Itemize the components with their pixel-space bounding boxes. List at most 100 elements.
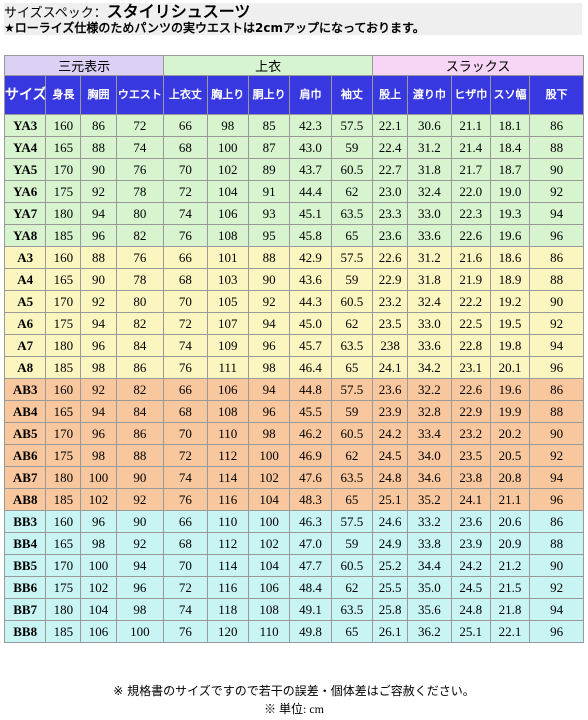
table-cell: 19.5	[489, 312, 531, 335]
table-cell: 49.1	[289, 598, 332, 621]
size-label-cell: YA7	[3, 202, 47, 225]
table-cell: 165	[45, 268, 82, 291]
table-cell: 100	[80, 554, 117, 577]
table-row: BB6 175 102 96 72 116 106 48.4 62 25.5 35.0 24.5 21.…	[3, 576, 584, 599]
table-cell: 88	[529, 400, 584, 423]
table-cell: 22.9	[372, 268, 409, 291]
size-label-cell: A7	[3, 334, 47, 357]
table-cell: 100	[206, 136, 249, 159]
table-cell: 23.6	[372, 224, 409, 247]
table-cell: 70	[163, 158, 208, 181]
table-cell: 57.5	[330, 510, 374, 533]
table-cell: 74	[163, 466, 208, 489]
table-row: AB7 180 100 90 74 114 102 47.6 63.5 24.8 34.6 23.8 2…	[3, 466, 584, 489]
table-cell: 91	[247, 180, 291, 203]
table-cell: 33.2	[407, 510, 452, 533]
table-cell: 106	[206, 202, 249, 225]
table-cell: 175	[45, 576, 82, 599]
table-cell: 25.1	[450, 620, 491, 643]
table-cell: 110	[206, 422, 249, 445]
table-cell: 88	[529, 268, 584, 291]
table-cell: 34.4	[407, 554, 452, 577]
chest-col-header: 胸囲	[80, 75, 117, 115]
table-cell: 24.1	[372, 356, 409, 379]
table-cell: 98	[80, 356, 117, 379]
table-cell: 92	[529, 312, 584, 335]
table-cell: 82	[115, 378, 165, 401]
table-cell: 43.6	[289, 268, 332, 291]
table-cell: 24.2	[450, 554, 491, 577]
table-cell: 92	[80, 290, 117, 313]
table-cell: 104	[206, 180, 249, 203]
table-cell: 22.1	[372, 114, 409, 137]
size-rows: YA3 160 86 72 66 98 85 42.3 57.5 22.1 30.6 21.1 18.1…	[3, 114, 584, 643]
table-cell: 94	[247, 312, 291, 335]
table-cell: 80	[115, 290, 165, 313]
table-row: AB5 170 96 86 70 110 98 46.2 60.5 24.2 33.4 23.2 20.…	[3, 422, 584, 445]
table-cell: 88	[247, 246, 291, 269]
table-cell: 21.4	[450, 136, 491, 159]
table-cell: 185	[45, 224, 82, 247]
size-label-cell: YA6	[3, 180, 47, 203]
table-cell: 112	[206, 444, 249, 467]
table-cell: 23.5	[450, 444, 491, 467]
disclaimer-text: ※ 規格書のサイズですので若干の誤差・個体差はご容赦ください。	[113, 684, 475, 698]
table-cell: 20.2	[489, 422, 531, 445]
table-cell: 165	[45, 400, 82, 423]
table-cell: 22.9	[450, 400, 491, 423]
table-cell: 76	[163, 620, 208, 643]
table-cell: 82	[115, 312, 165, 335]
table-cell: 25.5	[372, 576, 409, 599]
table-cell: 62	[330, 180, 374, 203]
table-cell: 88	[80, 136, 117, 159]
table-cell: 93	[247, 202, 291, 225]
table-cell: 76	[115, 158, 165, 181]
table-cell: 22.6	[450, 378, 491, 401]
table-cell: 86	[529, 246, 584, 269]
table-cell: 74	[163, 202, 208, 225]
table-cell: 20.6	[489, 510, 531, 533]
size-label-cell: BB4	[3, 532, 47, 555]
table-cell: 22.7	[372, 158, 409, 181]
table-cell: 59	[330, 268, 374, 291]
size-spec-table: 三元表示 上衣 スラックス サイズ 身長 胸囲 ウエスト 上衣丈 胸上り 胴上り 肩巾 袖丈 股上…	[3, 55, 584, 643]
table-cell: 24.5	[450, 576, 491, 599]
table-cell: 21.5	[489, 576, 531, 599]
table-cell: 31.2	[407, 136, 452, 159]
table-cell: 45.7	[289, 334, 332, 357]
table-cell: 70	[163, 554, 208, 577]
table-cell: 63.5	[330, 202, 374, 225]
table-row: AB3 160 92 82 66 106 94 44.8 57.5 23.6 32.2 22.6 19.…	[3, 378, 584, 401]
table-cell: 89	[247, 158, 291, 181]
table-cell: 68	[163, 532, 208, 555]
table-cell: 24.6	[372, 510, 409, 533]
table-cell: 35.0	[407, 576, 452, 599]
table-cell: 102	[247, 466, 291, 489]
table-cell: 90	[529, 554, 584, 577]
table-cell: 108	[206, 224, 249, 247]
table-cell: 175	[45, 312, 82, 335]
table-cell: 98	[80, 532, 117, 555]
table-cell: 66	[163, 378, 208, 401]
group-3d-display: 三元表示	[3, 55, 165, 76]
table-cell: 21.2	[489, 554, 531, 577]
table-row: YA8 185 96 82 76 108 95 45.8 65 23.6 33.6 22.6 19.6 9…	[3, 224, 584, 247]
table-cell: 90	[115, 466, 165, 489]
table-cell: 32.8	[407, 400, 452, 423]
table-cell: 24.9	[372, 532, 409, 555]
table-cell: 165	[45, 532, 82, 555]
table-cell: 45.0	[289, 312, 332, 335]
table-row: AB4 165 94 84 68 108 96 45.5 59 23.9 32.8 22.9 19.9 8…	[3, 400, 584, 423]
table-row: A6 175 94 82 72 107 94 45.0 62 23.5 33.0 22.5 19.5 92	[3, 312, 584, 335]
table-cell: 170	[45, 158, 82, 181]
table-row: A8 185 98 86 76 111 98 46.4 65 24.1 34.2 23.1 20.1 96	[3, 356, 584, 379]
table-cell: 34.2	[407, 356, 452, 379]
table-cell: 88	[115, 444, 165, 467]
table-cell: 90	[529, 422, 584, 445]
table-cell: 33.6	[407, 334, 452, 357]
table-cell: 104	[247, 488, 291, 511]
table-cell: 95	[247, 224, 291, 247]
table-row: A4 165 90 78 68 103 90 43.6 59 22.9 31.8 21.9 18.9 88	[3, 268, 584, 291]
table-cell: 96	[529, 356, 584, 379]
size-label-cell: A5	[3, 290, 47, 313]
